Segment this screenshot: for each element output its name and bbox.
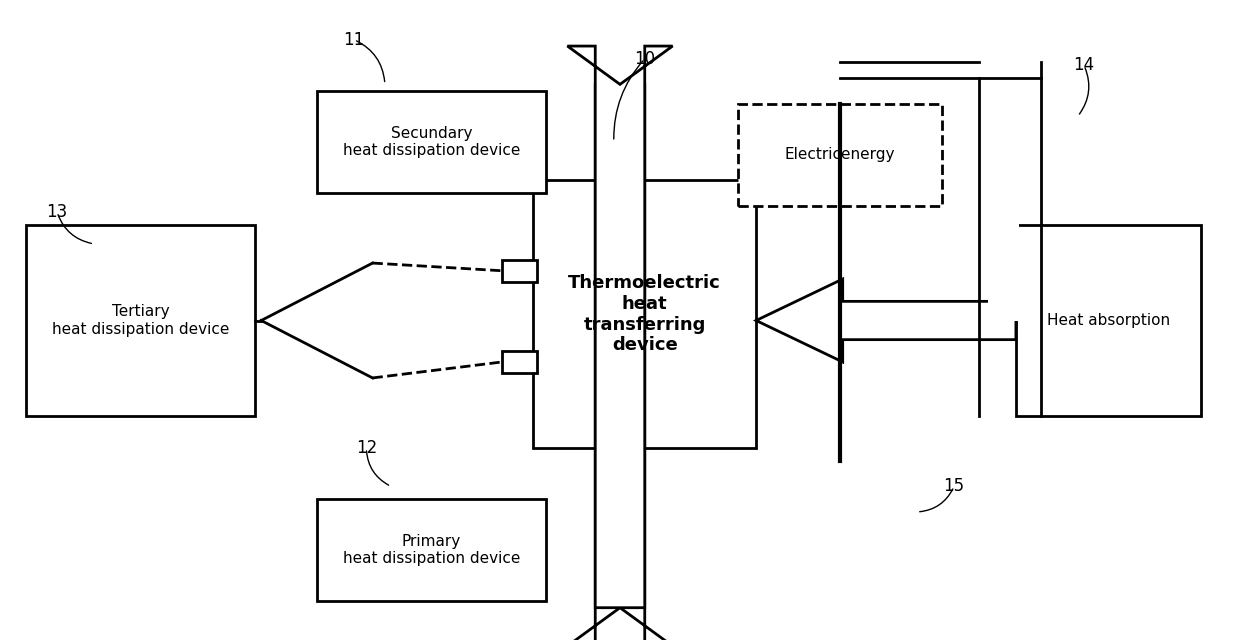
Polygon shape — [568, 46, 672, 608]
FancyBboxPatch shape — [988, 103, 1019, 320]
Text: 10: 10 — [634, 50, 655, 68]
Text: 15: 15 — [944, 478, 965, 495]
Text: Primary
heat dissipation device: Primary heat dissipation device — [342, 534, 520, 567]
FancyBboxPatch shape — [738, 103, 941, 206]
FancyBboxPatch shape — [533, 180, 756, 448]
FancyBboxPatch shape — [502, 351, 537, 373]
Text: 11: 11 — [343, 31, 365, 49]
Text: Tertiary
heat dissipation device: Tertiary heat dissipation device — [52, 304, 229, 337]
FancyBboxPatch shape — [502, 260, 537, 282]
Polygon shape — [756, 279, 1016, 362]
Text: Secundary
heat dissipation device: Secundary heat dissipation device — [342, 126, 520, 158]
Text: Heat absorption: Heat absorption — [1047, 313, 1171, 328]
FancyBboxPatch shape — [26, 225, 255, 416]
FancyBboxPatch shape — [1016, 225, 1202, 416]
Text: 13: 13 — [46, 203, 68, 221]
Polygon shape — [568, 85, 672, 641]
Text: 14: 14 — [1074, 56, 1095, 74]
FancyBboxPatch shape — [317, 499, 546, 601]
Text: Thermoelectric
heat
transferring
device: Thermoelectric heat transferring device — [568, 274, 722, 354]
Text: 12: 12 — [356, 439, 377, 457]
Text: Electricenergy: Electricenergy — [785, 147, 895, 162]
FancyBboxPatch shape — [317, 91, 546, 193]
